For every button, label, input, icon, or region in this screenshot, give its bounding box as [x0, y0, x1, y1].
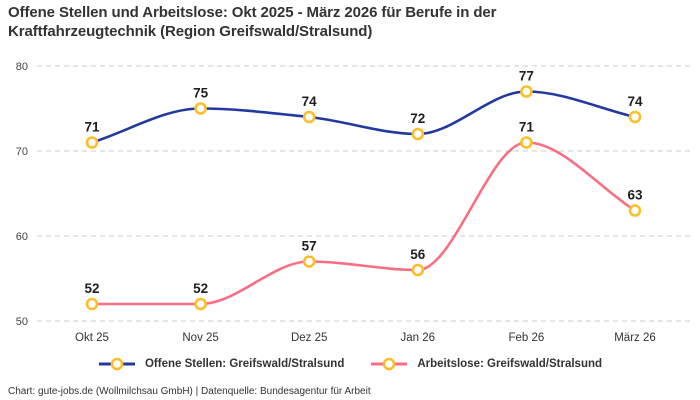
- chart-source-attribution: Chart: gute-jobs.de (Wollmilchsau GmbH) …: [8, 386, 371, 397]
- legend-label-offene-stellen: Offene Stellen: Greifswald/Stralsund: [144, 358, 345, 370]
- x-axis-tick-6: März 26: [614, 332, 656, 344]
- data-label-s1-4: 71: [519, 120, 535, 135]
- data-point-s1-4[interactable]: [520, 136, 533, 149]
- y-axis-tick-50: 50: [16, 316, 28, 328]
- data-label-s0-3: 72: [410, 111, 425, 126]
- series-line-1: [90, 141, 637, 306]
- x-axis-tick-3: Dez 25: [291, 332, 327, 344]
- data-point-s1-2[interactable]: [302, 255, 316, 268]
- data-label-s1-1: 52: [193, 281, 208, 296]
- data-point-s1-3[interactable]: [411, 263, 425, 277]
- data-point-s0-4[interactable]: [520, 85, 533, 98]
- data-point-s0-1[interactable]: [194, 102, 207, 115]
- data-label-s0-4: 77: [519, 69, 534, 84]
- y-axis-tick-80: 80: [16, 61, 28, 73]
- y-axis-tick-60: 60: [16, 231, 28, 243]
- x-axis-tick-5: Feb 26: [508, 332, 544, 344]
- y-axis-tick-70: 70: [16, 146, 28, 158]
- data-label-s1-0: 52: [84, 281, 99, 296]
- legend-item-arbeitslose[interactable]: Arbeitslose: Greifswald/Stralsund: [370, 357, 602, 371]
- data-label-s0-2: 74: [302, 94, 318, 109]
- chart-legend: Offene Stellen: Greifswald/Stralsund Arb…: [0, 357, 700, 371]
- x-axis-tick-4: Jan 26: [401, 332, 436, 344]
- data-point-s1-0[interactable]: [85, 297, 99, 311]
- data-point-s1-5[interactable]: [628, 204, 642, 217]
- data-label-s1-5: 63: [627, 188, 643, 203]
- series-line-0: [90, 90, 637, 144]
- line-chart-plot-area: 50 60 70 80 Okt 25 Nov 25 Dez 25 Jan 26 Feb 26 Mä…: [16, 61, 690, 344]
- x-axis-tick-2: Nov 25: [182, 332, 218, 344]
- data-label-s1-2: 57: [302, 239, 317, 254]
- x-axis-tick-1: Okt 25: [75, 332, 109, 344]
- data-point-s0-2[interactable]: [302, 110, 316, 124]
- data-point-s0-0[interactable]: [85, 136, 99, 149]
- data-point-s1-1[interactable]: [194, 297, 207, 311]
- data-label-s1-3: 56: [410, 247, 426, 262]
- legend-item-offene-stellen[interactable]: Offene Stellen: Greifswald/Stralsund: [98, 357, 344, 371]
- data-point-s0-3[interactable]: [411, 127, 425, 141]
- data-label-s0-1: 75: [193, 86, 209, 101]
- data-label-s0-5: 74: [627, 94, 643, 109]
- legend-marker-arbeitslose-icon: [371, 357, 408, 371]
- legend-label-arbeitslose: Arbeitslose: Greifswald/Stralsund: [417, 358, 603, 370]
- data-point-s0-5[interactable]: [628, 110, 642, 124]
- legend-marker-offene-stellen-icon: [98, 357, 135, 371]
- chart-title: Offene Stellen und Arbeitslose: Okt 2025…: [8, 4, 497, 40]
- data-label-s0-0: 71: [84, 120, 100, 135]
